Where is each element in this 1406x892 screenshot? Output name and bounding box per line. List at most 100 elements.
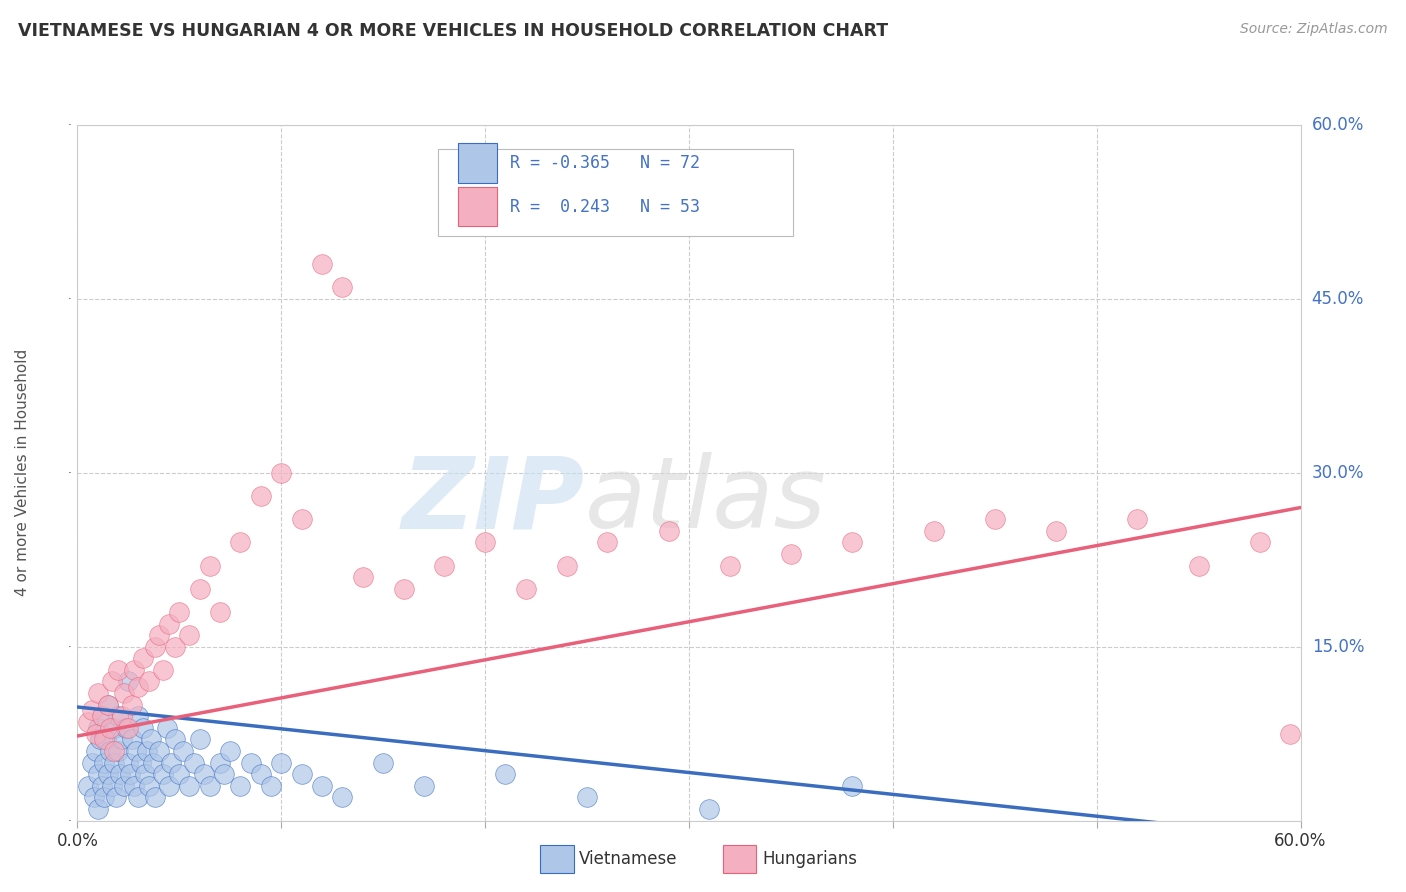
Point xyxy=(90,779,112,793)
Point xyxy=(433,558,456,573)
Point xyxy=(87,721,110,735)
Point xyxy=(98,721,121,735)
Point xyxy=(101,779,124,793)
Point xyxy=(290,512,312,526)
Point xyxy=(779,547,801,561)
Point xyxy=(101,674,124,689)
Point xyxy=(515,582,537,596)
Point xyxy=(112,779,135,793)
Point xyxy=(270,756,292,770)
Point xyxy=(94,732,117,747)
Point xyxy=(76,715,98,730)
Point xyxy=(699,802,721,816)
Point xyxy=(219,744,242,758)
Point xyxy=(555,558,578,573)
Point xyxy=(260,779,283,793)
Point xyxy=(138,779,160,793)
Point xyxy=(157,616,180,631)
Point xyxy=(841,779,863,793)
Point xyxy=(165,732,187,747)
Text: 4 or more Vehicles in Household: 4 or more Vehicles in Household xyxy=(15,349,30,597)
Point xyxy=(179,628,201,642)
Point xyxy=(93,732,115,747)
Point xyxy=(311,257,333,271)
Point xyxy=(135,744,157,758)
Point xyxy=(131,721,153,735)
Point xyxy=(84,726,107,740)
Point xyxy=(152,767,174,781)
Point xyxy=(157,779,180,793)
Point xyxy=(152,663,174,677)
Text: 15.0%: 15.0% xyxy=(1312,638,1364,656)
Point xyxy=(495,767,517,781)
Text: atlas: atlas xyxy=(585,452,827,549)
Point xyxy=(352,570,374,584)
Point xyxy=(98,744,121,758)
Point xyxy=(117,721,139,735)
Point xyxy=(107,663,129,677)
Point xyxy=(124,663,146,677)
Text: Vietnamese: Vietnamese xyxy=(579,850,678,868)
Point xyxy=(108,767,131,781)
Point xyxy=(1279,726,1302,740)
Point xyxy=(129,756,152,770)
Text: 30.0%: 30.0% xyxy=(1312,464,1364,482)
Point xyxy=(1187,558,1209,573)
Point xyxy=(169,605,191,619)
Point xyxy=(87,686,110,700)
Point xyxy=(474,535,496,549)
Point xyxy=(1045,524,1067,538)
Text: Hungarians: Hungarians xyxy=(762,850,858,868)
Point xyxy=(188,582,211,596)
Point xyxy=(239,756,262,770)
Text: ZIP: ZIP xyxy=(402,452,585,549)
Point xyxy=(576,790,599,805)
Point xyxy=(125,744,148,758)
Point xyxy=(143,790,166,805)
Point xyxy=(111,709,134,723)
Point xyxy=(332,790,354,805)
Point xyxy=(143,640,166,654)
Point xyxy=(229,535,252,549)
Point xyxy=(115,721,138,735)
Text: 60.0%: 60.0% xyxy=(1312,116,1364,134)
Point xyxy=(120,767,142,781)
Point xyxy=(984,512,1007,526)
FancyBboxPatch shape xyxy=(439,149,793,236)
Point xyxy=(103,744,125,758)
Point xyxy=(165,640,187,654)
Point xyxy=(112,686,135,700)
Point xyxy=(90,709,112,723)
Point xyxy=(76,779,98,793)
Point xyxy=(208,756,231,770)
Point xyxy=(290,767,312,781)
Point xyxy=(413,779,436,793)
Text: Source: ZipAtlas.com: Source: ZipAtlas.com xyxy=(1240,22,1388,37)
Point xyxy=(596,535,619,549)
FancyBboxPatch shape xyxy=(458,143,496,183)
Point xyxy=(658,524,681,538)
Point xyxy=(103,721,125,735)
FancyBboxPatch shape xyxy=(458,186,496,227)
Point xyxy=(131,651,153,665)
Point xyxy=(212,767,235,781)
Text: VIETNAMESE VS HUNGARIAN 4 OR MORE VEHICLES IN HOUSEHOLD CORRELATION CHART: VIETNAMESE VS HUNGARIAN 4 OR MORE VEHICL… xyxy=(18,22,889,40)
Point xyxy=(311,779,333,793)
Point xyxy=(270,466,292,480)
Point xyxy=(156,721,179,735)
Point xyxy=(111,732,134,747)
Text: R =  0.243   N = 53: R = 0.243 N = 53 xyxy=(510,198,700,216)
Point xyxy=(392,582,415,596)
Point xyxy=(139,732,162,747)
Point xyxy=(198,558,221,573)
Point xyxy=(160,756,183,770)
Point xyxy=(922,524,945,538)
Point xyxy=(250,767,273,781)
Point xyxy=(127,680,149,694)
Point xyxy=(134,767,156,781)
Point xyxy=(107,744,129,758)
Point xyxy=(107,709,129,723)
Point xyxy=(250,489,273,503)
Point xyxy=(198,779,221,793)
Point xyxy=(103,756,125,770)
